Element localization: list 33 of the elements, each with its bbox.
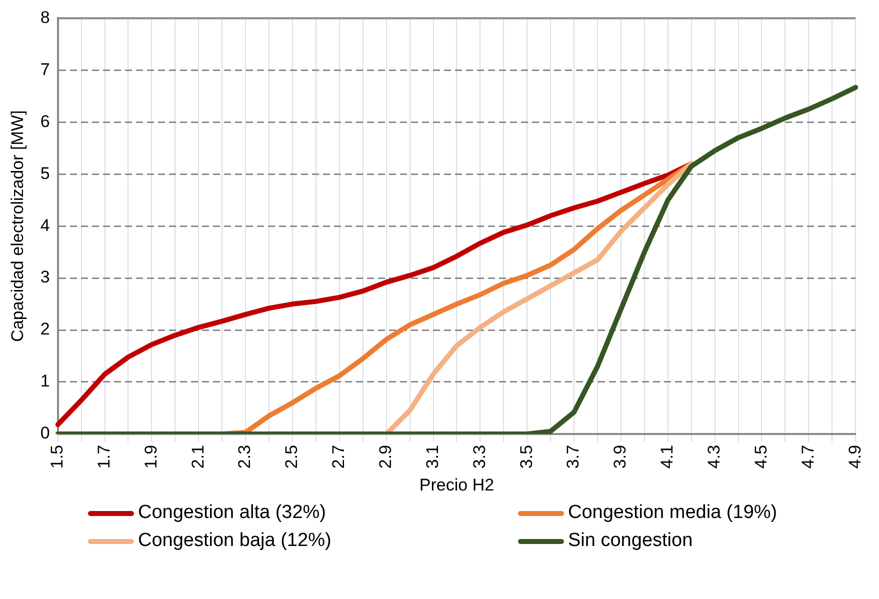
x-tick-label: 1.5 (48, 444, 67, 469)
x-tick-label: 3.3 (470, 444, 489, 469)
y-tick-label: 6 (40, 112, 50, 131)
y-tick-label: 7 (40, 60, 50, 79)
x-tick-label: 3.1 (422, 444, 442, 469)
legend-label: Sin congestion (568, 529, 693, 553)
x-tick-label: 4.3 (704, 444, 724, 469)
x-tick-label: 3.5 (516, 444, 536, 469)
legend-label: Congestion alta (32%) (138, 501, 326, 525)
y-tick-label: 2 (40, 320, 50, 339)
x-tick-label: 4.9 (845, 444, 864, 469)
x-tick-label: 2.9 (376, 444, 396, 469)
y-tick-label: 5 (40, 164, 50, 183)
y-tick-label: 4 (40, 216, 50, 235)
x-tick-label: 3.7 (564, 444, 583, 469)
x-tick-label: 2.1 (188, 444, 208, 469)
x-tick-label: 2.7 (329, 444, 348, 469)
x-axis-title: Precio H2 (419, 475, 494, 494)
x-tick-label: 1.7 (94, 444, 114, 469)
y-tick-label: 3 (40, 268, 50, 287)
x-tick-label: 4.7 (798, 444, 818, 469)
y-tick-label: 1 (40, 372, 50, 391)
x-tick-label: 4.1 (658, 444, 677, 469)
x-tick-label: 2.3 (235, 444, 254, 469)
y-axis-title: Capacidad electrolizador [MW] (8, 110, 27, 342)
x-tick-label: 3.9 (610, 444, 630, 469)
legend-label: Congestion media (19%) (568, 501, 778, 525)
y-tick-label: 0 (40, 424, 50, 443)
x-tick-label: 4.5 (751, 444, 770, 469)
x-tick-label: 1.9 (141, 444, 160, 469)
y-tick-label: 8 (40, 8, 50, 27)
x-tick-label: 2.5 (282, 444, 302, 469)
legend-label: Congestion baja (12%) (138, 529, 332, 553)
